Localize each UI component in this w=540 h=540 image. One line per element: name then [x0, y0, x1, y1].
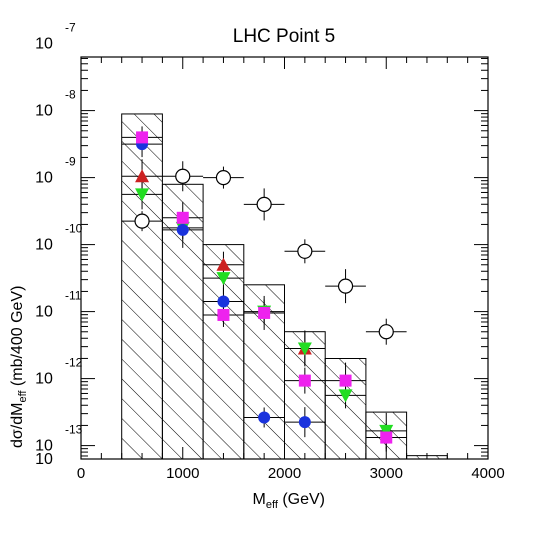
data-point-open-circle-2 [215, 170, 232, 186]
y-tick-label-exponent: -8 [65, 88, 76, 102]
x-axis-label-unit: (GeV) [278, 491, 325, 508]
y-tick-label-exponent: -7 [65, 21, 76, 35]
y-tick-label-exponent: -9 [65, 155, 76, 169]
data-point-square-0 [136, 131, 149, 144]
data-point-triangle-down-0 [135, 188, 150, 202]
data-markers [134, 131, 394, 444]
x-axis-label: Meff (GeV) [253, 491, 325, 511]
data-point-square-6 [380, 431, 393, 444]
x-axis-label-main: M [253, 491, 266, 508]
data-point-square-2 [217, 308, 230, 321]
data-point-square-4 [298, 374, 311, 387]
data-point-open-circle-0 [134, 213, 150, 229]
y-tick-label-base: 10 [35, 304, 53, 321]
tick-labels: 0 1000 2000 3000 4000 10 -7 10 -8 10 -9 10 -10 10 -11 1… [35, 21, 505, 482]
y-tick-label-exponent: -11 [65, 289, 82, 303]
x-tick-label-3000: 3000 [370, 465, 403, 482]
data-point-filled-circle-4 [298, 416, 311, 429]
y-tick-label-base: 10 [35, 237, 53, 254]
data-point-square-5 [339, 374, 352, 387]
data-point-square-1 [176, 211, 189, 224]
y-axis-label-suffix: (mb/400 GeV) [9, 286, 26, 391]
y-tick-label-base: 10 [35, 103, 53, 120]
axis-ticks [80, 57, 489, 459]
data-point-filled-circle-1 [176, 223, 189, 236]
x-tick-label-1000: 1000 [166, 465, 199, 482]
y-tick-label-base: 10 [35, 36, 53, 53]
y-tick-label-base: 10 [35, 438, 53, 455]
data-point-triangle-down-2 [216, 272, 231, 286]
y-tick-label-base: 10 [35, 170, 53, 187]
y-tick-label-base: 10 [35, 451, 53, 468]
y-axis-label-sub: eff [17, 390, 29, 403]
data-point-triangle-down-4 [297, 342, 312, 356]
y-axis-label: dσ/dMeff (mb/400 GeV) [9, 286, 29, 448]
chart-title: LHC Point 5 [233, 26, 335, 47]
data-point-open-circle-5 [337, 278, 354, 294]
data-point-triangle-down-5 [338, 389, 353, 403]
data-point-filled-circle-3 [258, 411, 271, 424]
data-point-open-circle-1 [175, 168, 191, 184]
x-tick-label-0: 0 [77, 465, 85, 482]
x-tick-label-2000: 2000 [268, 465, 301, 482]
y-axis-label-prefix: dσ/dM [9, 403, 26, 448]
data-point-open-circle-6 [378, 324, 394, 340]
data-point-triangle-down-6 [379, 424, 394, 438]
data-point-open-circle-3 [256, 196, 272, 212]
data-point-square-3 [258, 306, 271, 319]
y-tick-label-exponent: -13 [65, 423, 83, 437]
histogram [121, 113, 448, 460]
data-point-filled-circle-2 [217, 295, 230, 308]
y-tick-label-exponent: -12 [65, 356, 83, 370]
x-tick-label-4000: 4000 [471, 465, 504, 482]
y-tick-label-exponent: -10 [65, 222, 83, 236]
data-point-triangle-up-0 [135, 169, 150, 183]
y-tick-label-base: 10 [35, 371, 53, 388]
data-point-triangle-up-1 [216, 257, 231, 271]
data-point-open-circle-4 [297, 243, 313, 259]
x-axis-label-sub: eff [266, 499, 279, 511]
